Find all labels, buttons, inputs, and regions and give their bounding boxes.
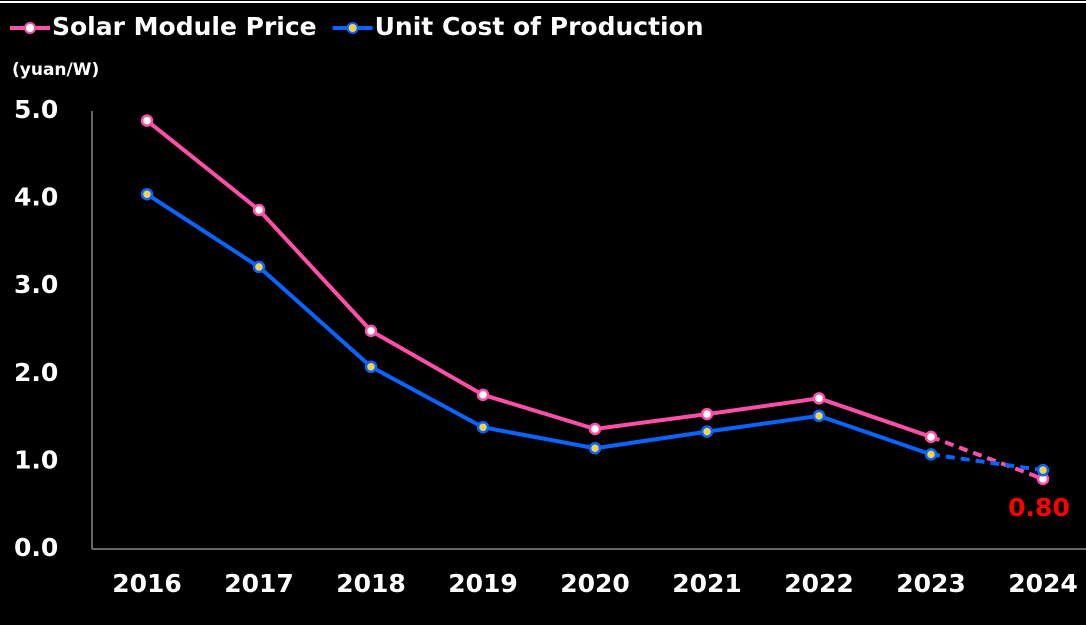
- legend-marker: [346, 22, 359, 34]
- x-tick-label: 2024: [1008, 569, 1078, 598]
- marker: [700, 407, 714, 421]
- line: [145, 192, 932, 457]
- legend-label: Unit Cost of Production: [375, 12, 704, 41]
- marker: [252, 203, 266, 217]
- y-tick-label: 5.0: [14, 95, 58, 124]
- marker: [364, 360, 378, 374]
- y-tick-label: 3.0: [14, 270, 58, 299]
- marker: [588, 442, 602, 455]
- legend-label: Solar Module Price: [52, 12, 317, 41]
- marker: [924, 430, 938, 444]
- marker: [812, 409, 826, 423]
- x-tick-label: 2017: [224, 569, 294, 598]
- x-tick-label: 2023: [896, 569, 966, 598]
- marker: [140, 114, 154, 127]
- x-tick-label: 2020: [560, 569, 630, 598]
- marker: [476, 420, 490, 434]
- marker: [140, 187, 154, 201]
- marker: [364, 324, 378, 338]
- line: [145, 119, 932, 439]
- y-tick-label: 2.0: [14, 358, 58, 387]
- marker: [700, 425, 714, 438]
- x-tick-label: 2016: [112, 569, 182, 598]
- marker: [1036, 463, 1050, 477]
- x-tick-label: 2019: [448, 569, 518, 598]
- line-projection: [930, 452, 1044, 473]
- y-tick-label: 0.0: [14, 533, 58, 562]
- x-tick-label: 2022: [784, 569, 854, 598]
- marker: [252, 260, 266, 274]
- x-tick-label: 2021: [672, 569, 742, 598]
- line-projection: [930, 434, 1044, 481]
- data-label: 0.80: [1008, 493, 1070, 522]
- legend-marker: [24, 22, 36, 34]
- y-tick-label: 4.0: [14, 183, 58, 212]
- y-axis-label: (yuan/W): [12, 60, 99, 80]
- marker: [812, 392, 826, 405]
- marker: [476, 388, 490, 402]
- x-tick-label: 2018: [336, 569, 406, 598]
- marker: [588, 422, 602, 436]
- marker: [924, 448, 938, 461]
- y-tick-label: 1.0: [14, 445, 58, 474]
